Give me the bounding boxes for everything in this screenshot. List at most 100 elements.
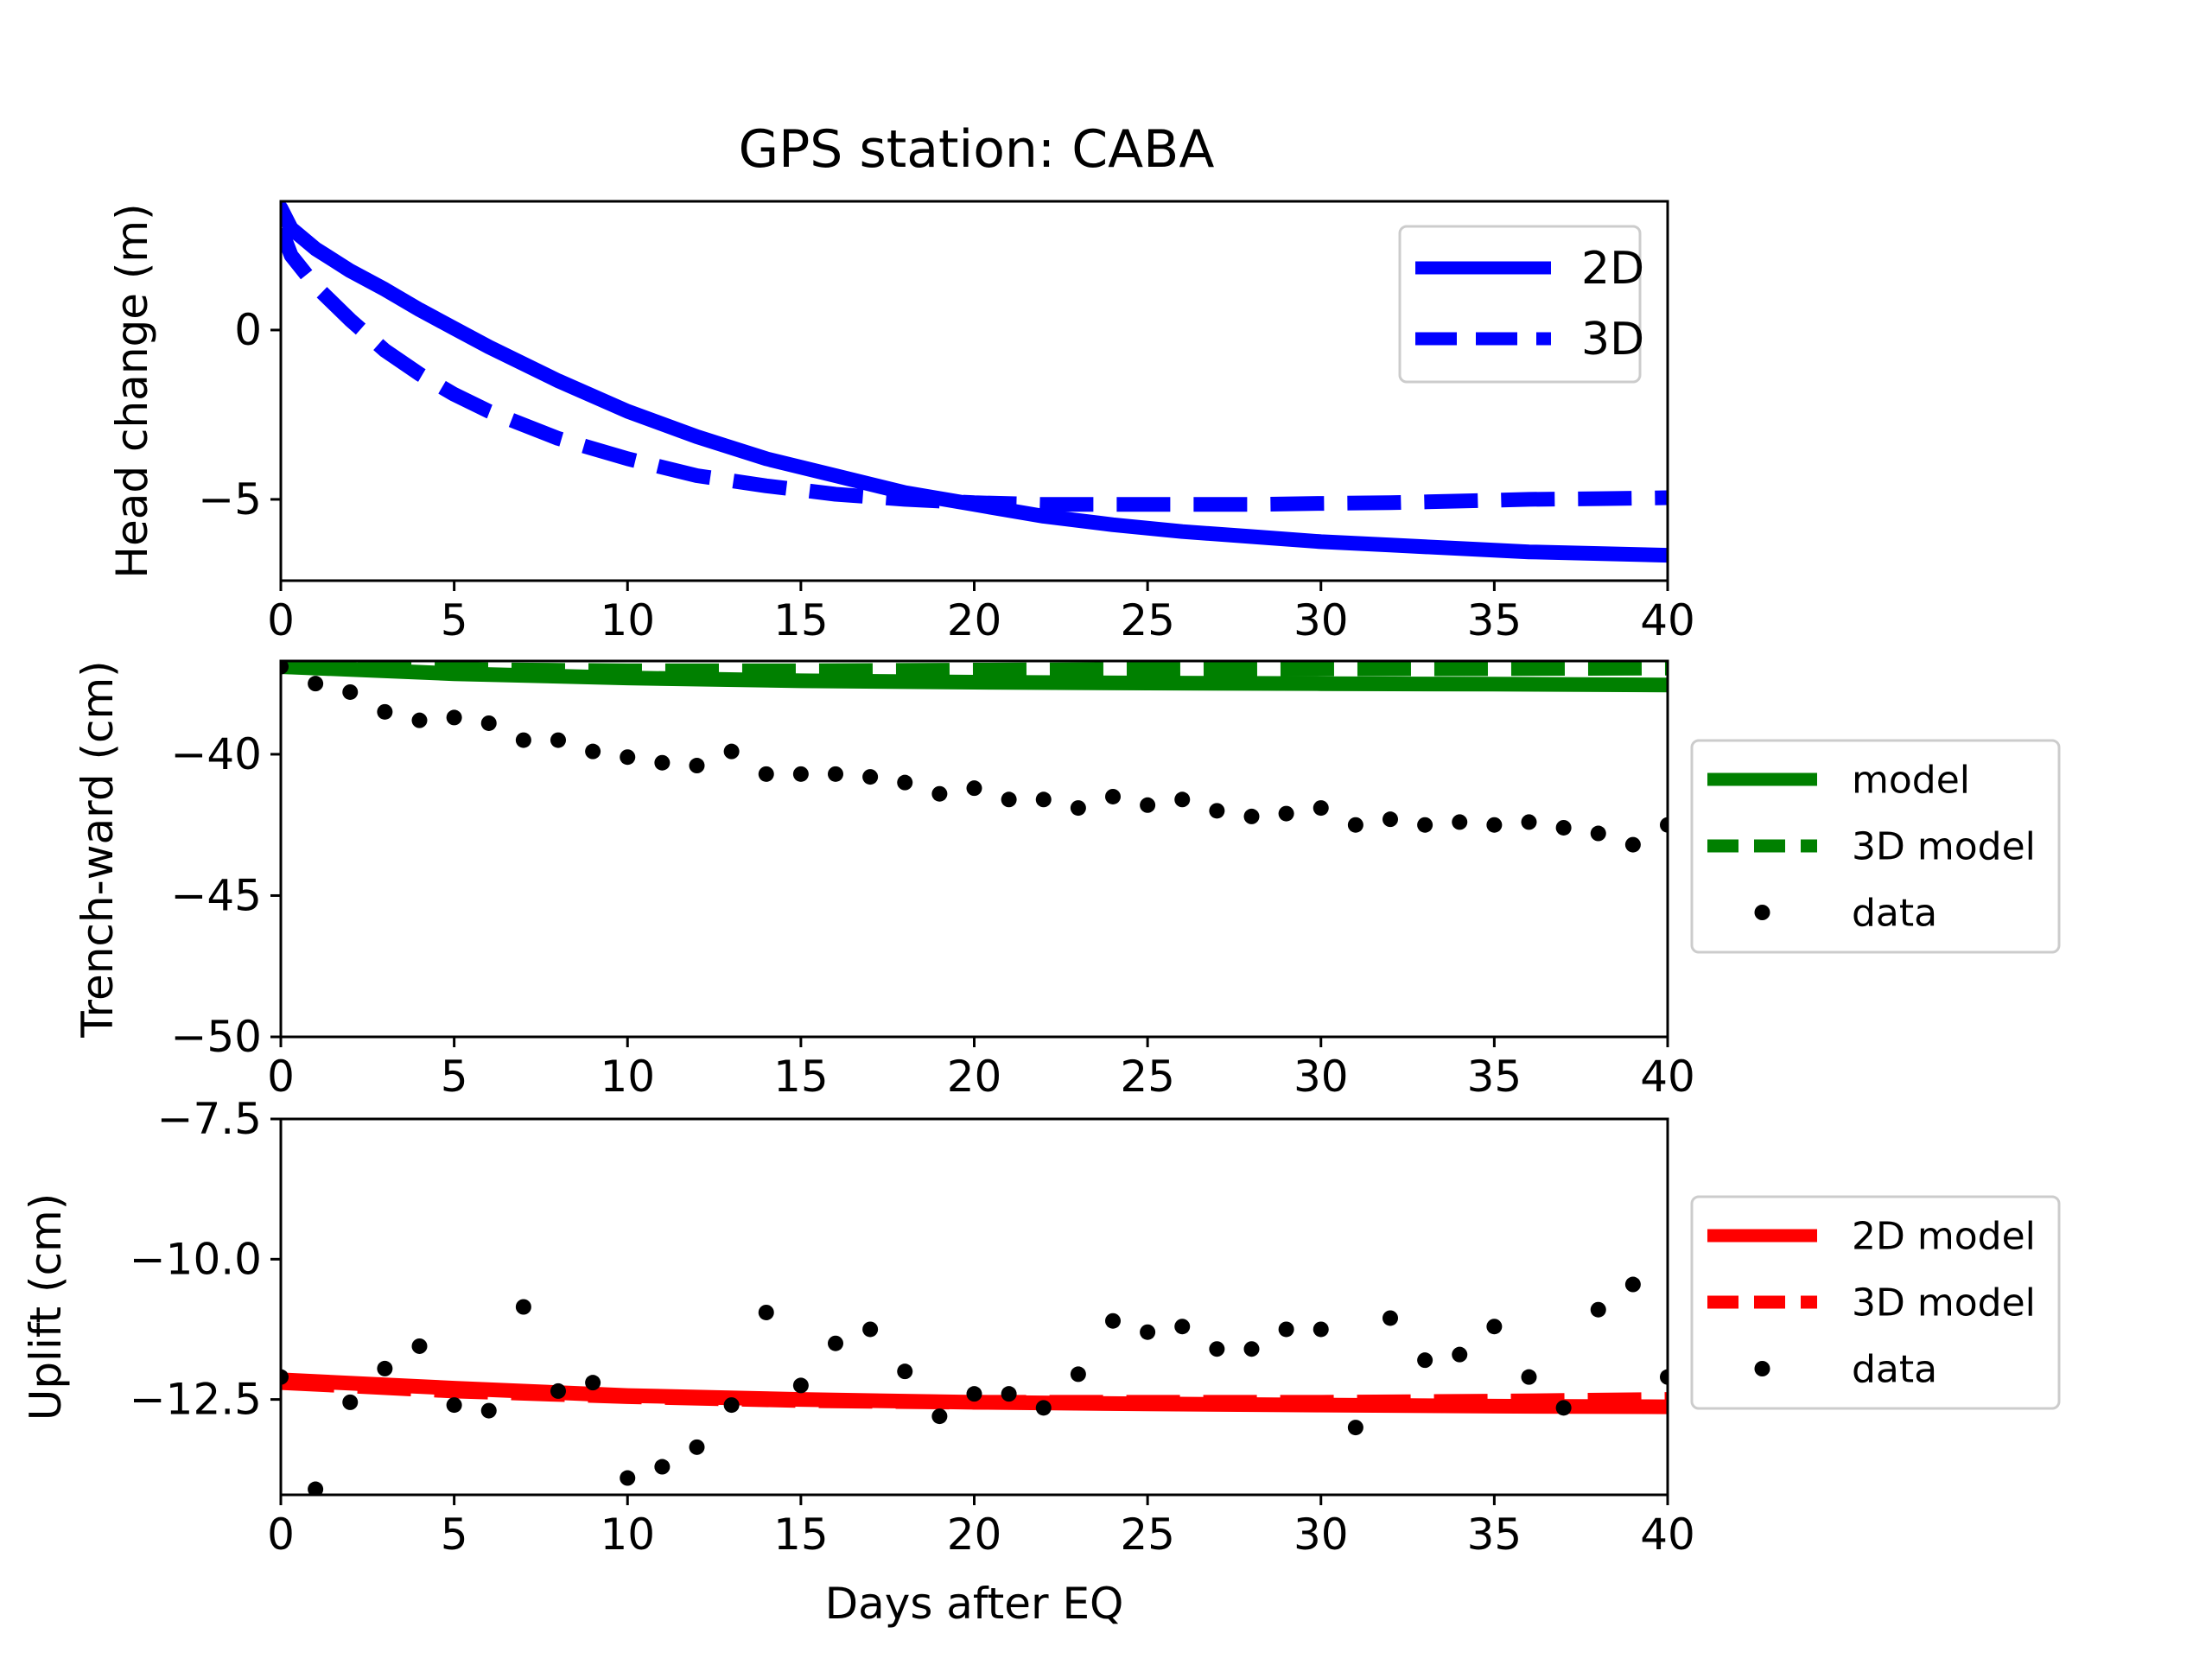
data-point (1209, 1341, 1225, 1357)
legend-entry: data (1754, 891, 1937, 935)
x-tick-label: 0 (267, 595, 295, 645)
plot-area (281, 661, 1668, 853)
data-point (480, 1402, 497, 1419)
x-tick-label: 0 (267, 1510, 295, 1560)
legend-entry: 2D (1415, 243, 1644, 295)
data-point (1486, 817, 1503, 833)
data-point (1278, 805, 1294, 822)
data-point (585, 1375, 601, 1391)
data-point (446, 709, 462, 726)
legend-entry: model (1707, 758, 1970, 802)
y-tick-label: −12.5 (130, 1375, 262, 1425)
x-tick-label: 15 (773, 595, 829, 645)
data-point (1174, 791, 1191, 808)
data-point (446, 1397, 462, 1414)
data-point (897, 774, 913, 791)
data-point (723, 743, 740, 760)
data-point (377, 703, 393, 720)
y-tick-label: −50 (170, 1012, 262, 1062)
data-point (1382, 811, 1398, 828)
x-tick-label: 15 (773, 1052, 829, 1102)
legend-entry: data (1754, 1347, 1937, 1391)
data-point (377, 1360, 393, 1376)
data-point (1243, 808, 1260, 824)
x-tick-label: 30 (1294, 1052, 1349, 1102)
data-point (515, 1299, 531, 1315)
legend-box (1690, 1195, 2061, 1410)
legend-label: 2D (1581, 243, 1644, 295)
data-point (792, 1377, 809, 1394)
legend-label: 3D model (1852, 824, 2036, 868)
data-point (1521, 1369, 1537, 1385)
x-tick-label: 30 (1294, 1510, 1349, 1560)
data-point (931, 1408, 948, 1425)
data-point (1347, 1420, 1363, 1436)
data-point (342, 1394, 359, 1410)
x-tick-label: 10 (600, 595, 655, 645)
data-point (1313, 1321, 1329, 1338)
data-point (1590, 825, 1606, 842)
y-axis-label: Trench-ward (cm) (73, 660, 123, 1038)
data-point (723, 1397, 740, 1414)
legend-marker (1754, 1361, 1770, 1376)
data-point (897, 1363, 913, 1380)
x-tick-label: 20 (947, 1052, 1002, 1102)
x-tick-label: 0 (267, 1052, 295, 1102)
x-axis-label: Days after EQ (825, 1579, 1124, 1629)
legend-label: 2D model (1852, 1214, 2036, 1258)
data-point (1660, 1369, 1668, 1385)
legend-label: data (1852, 1347, 1937, 1391)
data-point (1278, 1321, 1294, 1338)
legend-entry: 3D model (1707, 1281, 2036, 1325)
data-point (1001, 791, 1017, 808)
data-point (1521, 814, 1537, 830)
data-point (585, 743, 601, 760)
data-point (281, 1369, 289, 1385)
data-point (689, 1439, 705, 1455)
data-point (792, 766, 809, 782)
data-point (862, 769, 879, 785)
data-point (1035, 791, 1052, 808)
series-line-dashed (281, 661, 1668, 678)
data-point (1660, 817, 1668, 833)
legend: 2D model 3D model data (1690, 1195, 2061, 1410)
data-point (1417, 817, 1433, 833)
data-point (1209, 803, 1225, 819)
data-point (1035, 1400, 1052, 1416)
data-point (1417, 1352, 1433, 1369)
data-point (654, 1459, 671, 1475)
data-point (515, 732, 531, 748)
data-point (828, 766, 843, 782)
x-tick-label: 5 (441, 1052, 468, 1102)
data-point (342, 683, 359, 700)
data-point (758, 1304, 774, 1320)
x-tick-label: 35 (1467, 595, 1522, 645)
plot-area (281, 1276, 1668, 1495)
data-point (411, 712, 428, 728)
data-point (1070, 1366, 1086, 1382)
legend-label: model (1852, 758, 1970, 802)
series-line-dashed (281, 1375, 1668, 1410)
data-point (620, 1470, 636, 1486)
subplot-2: 0 5 10 15 20 25 30 35 40 −40 −45 −50 Trench-ward (cm… (73, 659, 2061, 1102)
data-point (862, 1321, 879, 1338)
x-tick-label: 30 (1294, 595, 1349, 645)
data-point (1140, 797, 1156, 813)
data-point (1243, 1341, 1260, 1357)
figure-title: GPS station: CABA (739, 119, 1215, 180)
legend-box (1690, 739, 2061, 954)
legend-entry: 2D model (1707, 1214, 2036, 1258)
y-tick-label: −10.0 (130, 1234, 262, 1284)
y-tick-label: −45 (170, 870, 262, 920)
x-tick-label: 25 (1120, 1052, 1175, 1102)
data-point (1452, 814, 1468, 830)
x-tick-label: 10 (600, 1510, 655, 1560)
data-point (1382, 1310, 1398, 1326)
legend-label: 3D (1581, 314, 1644, 365)
x-tick-label: 25 (1120, 595, 1175, 645)
data-point (1555, 819, 1572, 836)
x-tick-label: 35 (1467, 1510, 1522, 1560)
